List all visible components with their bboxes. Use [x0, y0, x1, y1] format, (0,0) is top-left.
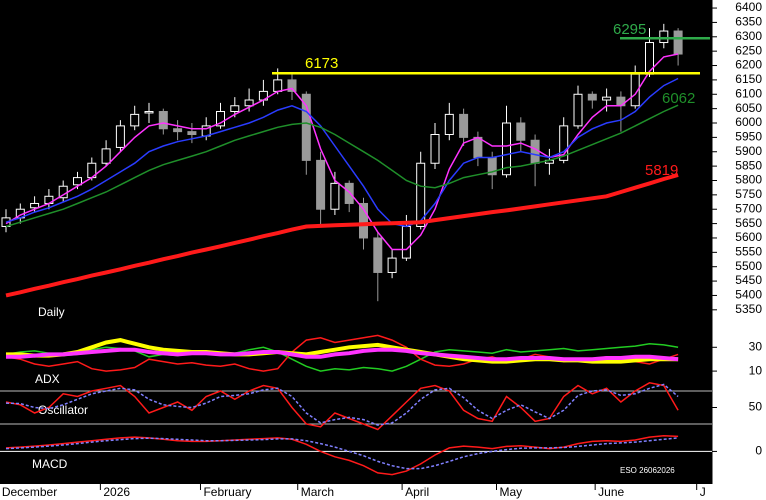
axis-background	[0, 484, 766, 500]
y-tick-label: 5950	[735, 130, 762, 144]
y-tick-label: 5600	[735, 230, 762, 244]
y-tick-label: 5650	[735, 216, 762, 230]
y-tick-label: 5700	[735, 201, 762, 215]
indicator-line	[6, 347, 679, 362]
y-tick-label: 5850	[735, 158, 762, 172]
candle-body	[444, 113, 454, 136]
candle-body	[144, 111, 154, 114]
y-tick-label: 6300	[735, 29, 762, 43]
y-tick-label: 5400	[735, 288, 762, 302]
y-tick-label: 6000	[735, 115, 762, 129]
candle-body	[473, 136, 483, 158]
candle-body	[73, 177, 82, 186]
candle-body	[387, 257, 397, 273]
y-tick-label: 5800	[735, 173, 762, 187]
candle-body	[401, 225, 411, 259]
candle-body	[502, 122, 511, 176]
x-tick-label: June	[598, 485, 624, 499]
candle-body	[602, 96, 612, 101]
y-tick-label: 6350	[735, 15, 762, 29]
level-label: 6295	[613, 21, 646, 38]
moving-average	[5, 104, 679, 228]
candle-body	[244, 99, 254, 107]
candle-body	[273, 79, 283, 92]
y-tick-label: 50	[749, 400, 763, 414]
candle-body	[158, 111, 168, 130]
candle-body	[659, 30, 669, 44]
candle-body	[115, 125, 125, 148]
y-tick-label: 5550	[735, 245, 762, 259]
panel-label: Daily	[38, 305, 65, 319]
indicator-line	[5, 434, 679, 476]
x-tick-label: 2026	[103, 485, 130, 499]
candle-body	[316, 159, 326, 210]
y-tick-label: 6100	[735, 86, 762, 100]
x-tick-label: March	[301, 485, 334, 499]
indicator-line	[5, 383, 679, 426]
candle-body	[173, 128, 183, 133]
indicator-line	[5, 437, 679, 470]
candle-body	[673, 30, 683, 55]
y-tick-label: 5500	[735, 259, 762, 273]
x-tick-label: February	[203, 485, 251, 499]
level-label: 6173	[305, 55, 338, 72]
stamp: ESO 26062026	[620, 466, 675, 475]
y-tick-label: 5450	[735, 273, 762, 287]
candle-body	[430, 134, 440, 164]
indicator-line	[5, 382, 679, 431]
candle-body	[330, 182, 340, 210]
x-tick-label: December	[2, 485, 57, 499]
axis-background	[712, 0, 766, 500]
panel-label: MACD	[32, 457, 68, 471]
moving-average	[5, 77, 679, 228]
y-tick-label: 6050	[735, 101, 762, 115]
candle-body	[530, 139, 540, 164]
moving-average	[5, 53, 679, 251]
candle-body	[416, 162, 426, 227]
candle-body	[130, 113, 140, 127]
y-tick-label: 6400	[735, 0, 762, 14]
ma-label: 6062	[662, 90, 695, 107]
y-tick-label: 5750	[735, 187, 762, 201]
y-tick-label: 5350	[735, 302, 762, 316]
moving-average	[5, 173, 679, 298]
x-tick-label: April	[405, 485, 429, 499]
y-tick-label: 5900	[735, 144, 762, 158]
x-tick-label: J	[700, 485, 706, 499]
y-tick-label: 0	[755, 444, 762, 458]
y-tick-label: 6200	[735, 58, 762, 72]
ma-label: 5819	[645, 162, 678, 179]
y-tick-label: 6250	[735, 43, 762, 57]
plot-background	[0, 0, 712, 484]
candle-body	[573, 93, 583, 127]
x-tick-label: May	[499, 485, 522, 499]
y-tick-label: 6150	[735, 72, 762, 86]
candle-body	[359, 202, 368, 239]
candle-body	[187, 131, 197, 136]
candle-body	[230, 105, 240, 113]
y-tick-label: 10	[749, 363, 763, 377]
candle-body	[30, 202, 40, 209]
y-tick-label: 30	[749, 339, 763, 353]
candle-body	[301, 93, 311, 161]
candle-body	[587, 93, 597, 101]
candle-body	[344, 182, 354, 204]
candle-body	[459, 113, 469, 138]
panel-label: ADX	[35, 372, 60, 386]
candle-body	[101, 148, 111, 164]
candle-body	[216, 111, 225, 127]
candle-body	[516, 122, 526, 141]
candle-body	[373, 237, 383, 273]
candle-body	[287, 79, 297, 92]
candle-body	[559, 125, 569, 161]
